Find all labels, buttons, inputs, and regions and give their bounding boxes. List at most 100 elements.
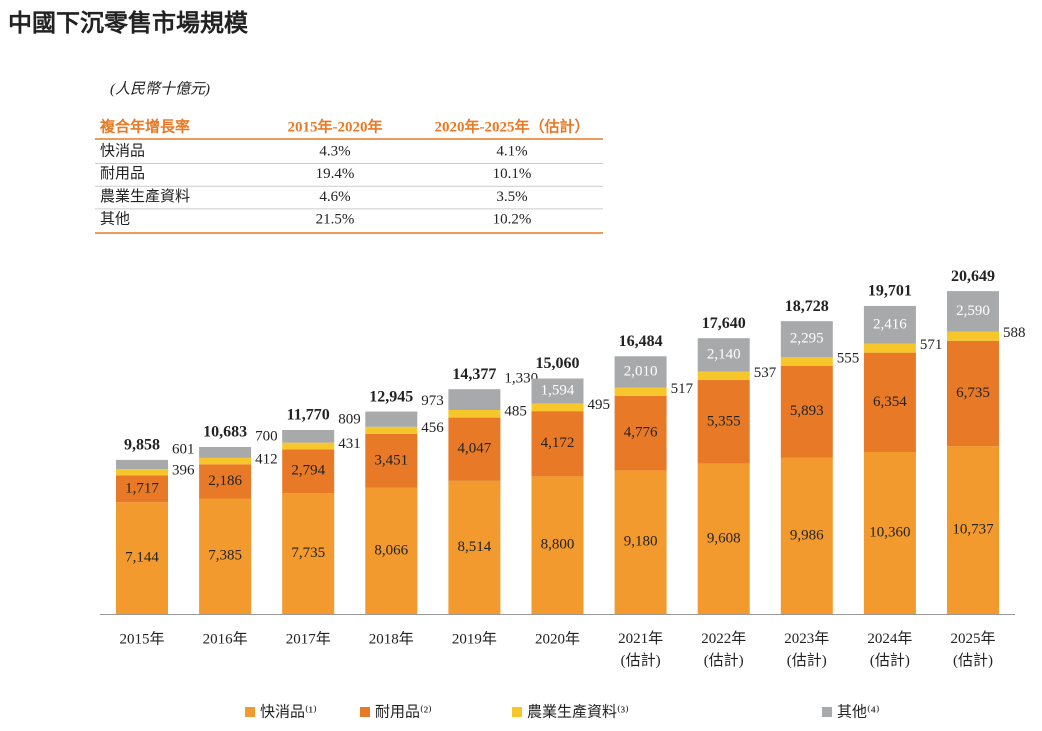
table-header: 2015年-2020年 [288,117,383,135]
table-header: 2020年-2025年（估計） [435,117,590,135]
value-label: 700 [255,428,278,444]
bar-segment [947,446,999,614]
value-label: 537 [754,365,777,381]
x-tick-label: 2025年(估計) [950,630,995,669]
bar-segment [780,457,833,614]
x-tick-label: 2023年(估計) [784,630,829,669]
legend-label: 快消品⁽¹⁾ [260,703,317,720]
bar-segment [614,387,667,396]
value-label: 571 [920,337,943,353]
value-label: 588 [1003,325,1026,341]
value-label: 555 [837,350,860,366]
x-tick-label: 2016年 [203,630,248,647]
value-label: 8,514 [458,539,492,555]
table-cell: 4.3% [319,143,350,159]
total-label: 10,683 [203,424,247,441]
value-label: 8,800 [541,537,575,553]
bar-segment [116,475,168,503]
bar-segment [116,459,168,470]
legend-label: 農業生產資料⁽³⁾ [527,703,629,720]
value-label: 4,047 [458,441,492,457]
bar-segment [863,352,916,453]
bar-segment [282,449,335,494]
value-label: 412 [255,451,278,467]
bar-segment [780,321,833,358]
x-tick-label: 2020年 [535,630,580,647]
bar-segment [697,463,750,614]
value-label: 1,330 [504,371,538,387]
unit-note: (人民幣十億元) [110,80,210,97]
value-label: 2,140 [707,346,741,362]
value-label: 7,735 [291,545,325,561]
legend-swatch [512,707,522,717]
value-label: 3,451 [374,452,408,468]
value-label: 9,986 [790,527,824,543]
bar-segment [697,371,750,381]
legend-swatch [245,707,255,717]
bar-segment [531,476,584,614]
value-label: 601 [172,441,195,457]
table-cell: 其他 [100,211,130,228]
table-cell: 農業生產資料 [100,188,190,205]
bar-segment [116,469,168,476]
chart-title: 中國下沉零售市場規模 [8,9,249,37]
value-label: 9,180 [624,534,658,550]
bar-segment [947,291,999,332]
value-label: 6,735 [956,385,990,401]
x-tick-label: 2021年(估計) [618,630,663,669]
legend-label: 耐用品⁽²⁾ [375,703,432,720]
value-label: 7,385 [208,548,242,564]
total-label: 20,649 [951,268,995,285]
total-label: 19,701 [868,283,912,300]
value-label: 8,066 [374,542,408,558]
bar-segment [116,502,168,614]
bar-segment [365,433,418,488]
bar-segment [448,389,501,411]
bar-segment [697,338,750,372]
total-label: 12,945 [369,388,413,405]
bar-segment [448,417,501,481]
value-label: 973 [421,393,444,409]
x-tick-label: 2019年 [452,630,497,647]
table-cell: 19.4% [316,166,355,182]
bar-segment [614,470,667,614]
bar-segment [780,365,833,458]
bar-segment [448,410,501,418]
x-tick-label: 2015年 [119,630,164,647]
bar-segment [863,452,916,614]
total-label: 15,060 [536,355,580,372]
total-label: 16,484 [619,333,663,350]
table-cell: 10.2% [493,212,532,228]
value-label: 809 [338,411,361,427]
bar-segment [780,357,833,366]
bar-segment [365,487,418,614]
legend-label: 其他⁽⁴⁾ [837,703,880,720]
bar-segment [531,411,584,477]
table-cell: 4.6% [319,189,350,205]
value-label: 4,776 [624,425,658,441]
value-label: 10,737 [952,521,994,537]
value-label: 10,360 [869,524,910,540]
bar-segment [365,411,418,427]
bar-segment [199,446,252,458]
bar-segment [614,395,667,471]
value-label: 456 [421,420,444,436]
table-cell: 4.1% [496,143,527,159]
legend-swatch [822,707,832,717]
table-cell: 3.5% [496,189,527,205]
value-label: 495 [588,397,611,413]
value-label: 2,186 [208,473,242,489]
value-label: 2,590 [956,303,990,319]
value-label: 396 [172,463,195,479]
bar-segment [531,378,584,404]
bar-segment [863,305,916,344]
table-header: 複合年增長率 [99,117,190,135]
value-label: 5,893 [790,403,824,419]
value-label: 1,594 [541,382,575,398]
x-tick-label: 2018年 [369,630,414,647]
value-label: 6,354 [873,394,907,410]
value-label: 2,794 [291,463,325,479]
bar-segment [947,340,999,447]
value-label: 2,010 [624,363,658,379]
